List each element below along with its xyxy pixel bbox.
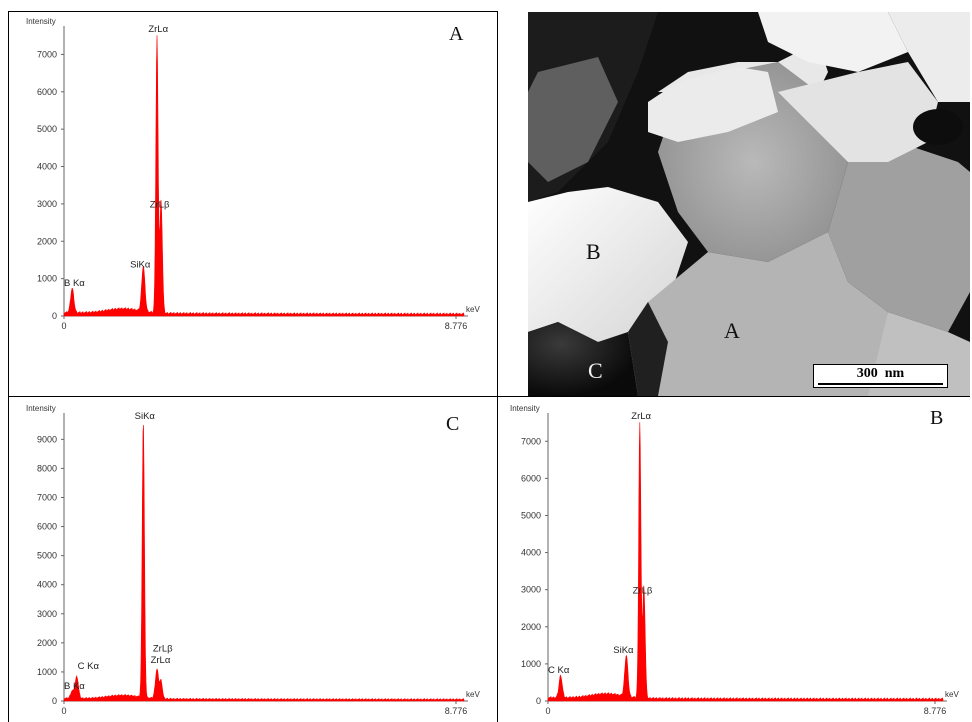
spectrum-panel-c: 0 1000 2000 3000 4000 5000 6000 7000 8000 9000 0 8.… xyxy=(9,397,497,722)
sem-micrograph: B A C 300 nm xyxy=(528,12,970,396)
spectrum-panel-a: 0 1000 2000 3000 4000 5000 6000 7000 0 8.776 Inten… xyxy=(9,12,497,396)
y-tick-label: 3000 xyxy=(37,609,57,619)
peak-label: ZrLα xyxy=(148,24,168,35)
y-tick-label: 2000 xyxy=(37,236,57,246)
frame-left xyxy=(8,11,9,722)
spectrum-series xyxy=(63,424,465,702)
x-axis-title: keV xyxy=(466,690,480,699)
y-tick-label: 6000 xyxy=(37,522,57,532)
x-tick-label: 8.776 xyxy=(445,706,468,716)
region-label-b: B xyxy=(586,239,601,264)
y-tick-label: 1000 xyxy=(37,274,57,284)
peak-label: B Kα xyxy=(64,681,85,692)
y-tick-label: 7000 xyxy=(521,436,541,446)
y-axis-title: Intensity xyxy=(26,17,56,26)
x-axis-title: keV xyxy=(945,690,959,699)
x-tick-label: 8.776 xyxy=(445,321,468,331)
y-tick-label: 3000 xyxy=(521,585,541,595)
y-tick-label: 4000 xyxy=(37,580,57,590)
panel-letter: C xyxy=(446,413,459,435)
scale-bar-line xyxy=(818,383,943,385)
y-tick-label: 5000 xyxy=(37,551,57,561)
y-tick-label: 8000 xyxy=(37,463,57,473)
panel-letter: B xyxy=(930,407,943,429)
y-tick-label: 2000 xyxy=(37,638,57,648)
y-tick-label: 6000 xyxy=(37,87,57,97)
x-tick-label: 0 xyxy=(545,706,550,716)
scale-bar-label: 300 nm xyxy=(856,366,905,381)
peak-label: SiKα xyxy=(613,645,634,656)
x-tick-label: 8.776 xyxy=(924,706,947,716)
x-tick-label: 0 xyxy=(61,321,66,331)
y-axis-title: Intensity xyxy=(26,404,56,413)
y-tick-label: 1000 xyxy=(37,667,57,677)
y-tick-label: 1000 xyxy=(521,659,541,669)
y-tick-label: 0 xyxy=(536,696,541,706)
y-tick-label: 4000 xyxy=(37,162,57,172)
peak-label: ZrLβ xyxy=(150,200,170,211)
spectrum-series xyxy=(63,35,465,317)
peak-label: SiKα xyxy=(130,259,151,270)
peak-label: C Kα xyxy=(548,665,570,676)
region-label-a: A xyxy=(724,318,740,343)
spectrum-a-chart: 0 1000 2000 3000 4000 5000 6000 7000 0 8.776 Inten… xyxy=(26,17,480,331)
spectrum-series xyxy=(547,422,944,702)
y-tick-label: 2000 xyxy=(521,622,541,632)
y-tick-label: 5000 xyxy=(521,510,541,520)
y-tick-label: 3000 xyxy=(37,199,57,209)
scale-bar: 300 nm xyxy=(813,364,948,388)
frame-top xyxy=(8,11,498,12)
peak-label: B Kα xyxy=(64,278,85,289)
spectrum-panel-b: 0 1000 2000 3000 4000 5000 6000 7000 0 8.776 Inten… xyxy=(498,397,970,722)
peak-label: ZrLβ xyxy=(153,644,173,655)
y-axis-title: Intensity xyxy=(510,404,540,413)
peak-label: ZrLβ xyxy=(633,585,653,596)
y-tick-label: 5000 xyxy=(37,124,57,134)
peak-label: ZrLα xyxy=(151,655,171,666)
frame-middle-vertical xyxy=(497,11,498,722)
y-tick-label: 0 xyxy=(52,311,57,321)
peak-label: SiKα xyxy=(135,411,156,422)
y-tick-label: 7000 xyxy=(37,492,57,502)
y-tick-label: 9000 xyxy=(37,434,57,444)
y-tick-label: 7000 xyxy=(37,49,57,59)
frame-middle-horizontal xyxy=(8,396,970,397)
peak-label: C Kα xyxy=(78,661,100,672)
x-axis-title: keV xyxy=(466,305,480,314)
y-tick-label: 6000 xyxy=(521,473,541,483)
spectrum-c-chart: 0 1000 2000 3000 4000 5000 6000 7000 8000 9000 0 8.… xyxy=(26,404,480,716)
region-label-c: C xyxy=(588,358,603,383)
y-tick-label: 4000 xyxy=(521,548,541,558)
panel-letter: A xyxy=(449,23,464,45)
y-tick-label: 0 xyxy=(52,696,57,706)
spectrum-b-chart: 0 1000 2000 3000 4000 5000 6000 7000 0 8.776 Inten… xyxy=(510,404,959,716)
micrograph-image xyxy=(528,12,970,396)
x-tick-label: 0 xyxy=(61,706,66,716)
peak-label: ZrLα xyxy=(631,411,651,422)
